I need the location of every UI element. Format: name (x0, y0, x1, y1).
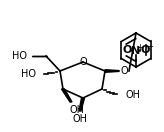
Text: +: + (137, 43, 144, 51)
Polygon shape (79, 98, 84, 111)
Text: OH: OH (126, 90, 141, 100)
Text: OH: OH (70, 105, 84, 115)
Text: HO: HO (21, 69, 36, 79)
Text: OH: OH (72, 114, 88, 124)
Text: −: − (146, 43, 154, 51)
Text: O: O (79, 57, 87, 67)
Text: HO: HO (12, 51, 27, 61)
Text: O: O (122, 45, 132, 55)
Text: O: O (120, 66, 128, 76)
Text: O: O (140, 45, 150, 55)
Text: N: N (131, 46, 141, 56)
Polygon shape (62, 89, 72, 102)
Polygon shape (105, 70, 119, 72)
